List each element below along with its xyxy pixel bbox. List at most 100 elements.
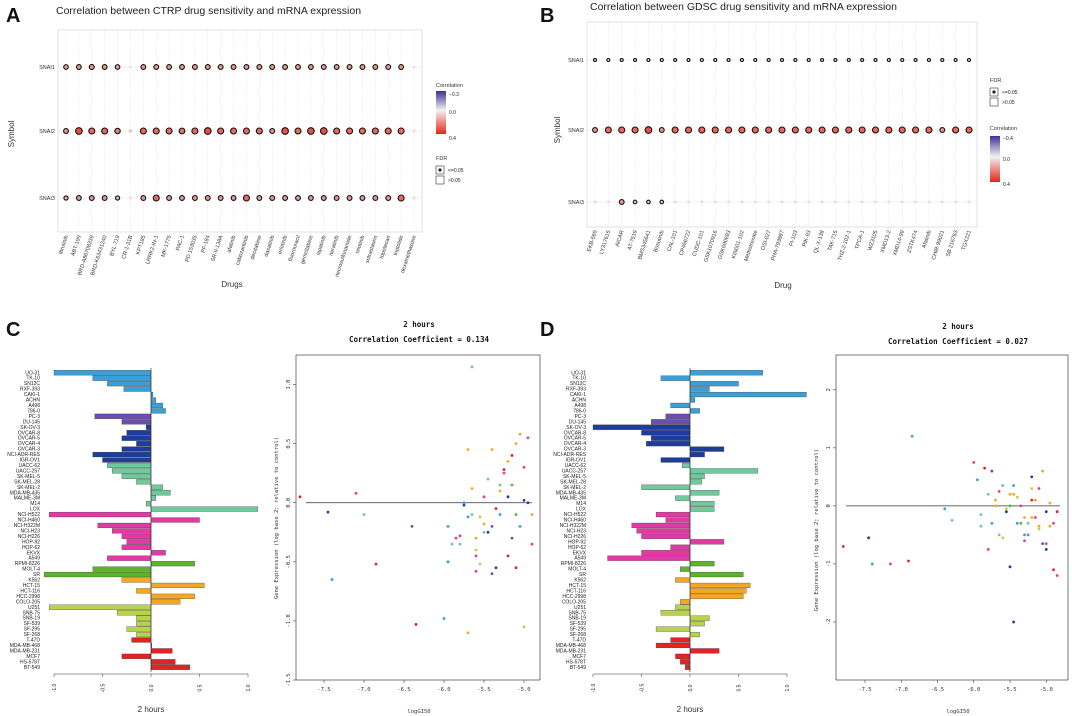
cell-line-label: SF-268	[24, 632, 41, 638]
correlation-dot	[282, 64, 289, 70]
bar	[92, 566, 152, 572]
panel-a-fdr-title: FDR	[436, 156, 447, 162]
bar-x-tick-label: -1.0	[591, 683, 597, 692]
cell-line-label: MCF7	[572, 654, 586, 660]
bar	[660, 610, 691, 616]
correlation-dot	[686, 57, 691, 63]
bar-x-tick-label: -0.5	[640, 683, 646, 692]
cell-line-label: MOLT-4	[568, 567, 586, 573]
cell-line-label: UACC-257	[562, 468, 586, 474]
cell-line-label: HS-578T	[566, 659, 586, 665]
correlation-dot	[384, 127, 392, 135]
bar	[685, 664, 691, 670]
drug-tick-label: sotrastaurin	[365, 235, 380, 264]
scatter-point	[1023, 539, 1026, 543]
cell-line-label: HCT-15	[23, 583, 40, 589]
cell-line-label: HS-578T	[20, 659, 40, 665]
scatter-point	[1055, 574, 1059, 577]
correlation-dot	[101, 127, 109, 135]
bar	[689, 593, 744, 599]
panel-a-corr-tick-top: −0.3	[449, 92, 459, 98]
scatter-point	[1001, 484, 1005, 487]
correlation-dot	[269, 64, 276, 70]
bar	[121, 419, 152, 425]
cell-line-label: UO-31	[25, 370, 40, 376]
correlation-dot	[671, 126, 679, 134]
y-tick-label: 2	[826, 388, 832, 391]
bar	[44, 571, 152, 578]
scatter-point	[506, 459, 510, 463]
drug-tick-label: SR-II-138A	[210, 234, 224, 262]
correlation-dot	[412, 65, 416, 69]
scatter-point	[979, 513, 983, 516]
bar	[102, 457, 152, 463]
panel-b-corr-tick-top: −0.4	[1003, 136, 1013, 142]
bar	[641, 550, 691, 556]
bar	[682, 462, 691, 469]
y-tick-label: 1.0	[286, 380, 292, 390]
bar	[689, 615, 710, 621]
scatter-point	[502, 471, 506, 475]
scatter-point	[1033, 498, 1037, 502]
correlation-dot	[256, 64, 263, 70]
correlation-dot	[845, 126, 853, 134]
correlation-dot	[63, 128, 69, 134]
correlation-dot	[966, 57, 972, 63]
scatter-point	[522, 625, 526, 629]
symbol-tick-label: SNAI1	[39, 65, 55, 71]
y-tick-label: 0.5	[286, 439, 292, 449]
scatter-point	[518, 524, 522, 528]
drug-tick-label: PIK-93	[802, 230, 813, 248]
correlation-dot	[191, 64, 198, 70]
scatter-point	[1048, 501, 1052, 505]
drug-tick-label: Afatinib	[921, 230, 932, 249]
scatter-point	[1033, 516, 1037, 519]
bar	[53, 370, 152, 376]
cell-line-label: SNB-75	[568, 610, 586, 616]
scatter-point	[1044, 510, 1048, 514]
bar	[49, 604, 152, 610]
correlation-dot	[847, 200, 851, 204]
scatter-point	[1015, 521, 1019, 525]
panel-b-symbol-labels: SNAI1 SNAI2 SNAI3	[568, 58, 584, 206]
drug-tick-label: erlotinib	[277, 235, 289, 255]
cell-line-label: HCT-15	[569, 583, 586, 589]
scatter-point	[478, 515, 482, 519]
panel-a-corr-tick-mid: 0.0	[449, 110, 456, 116]
cell-line-label: A498	[574, 403, 586, 409]
correlation-dot	[282, 195, 289, 201]
bar	[689, 473, 705, 479]
x-tick-label: -5.5	[1003, 687, 1016, 693]
panel-b-dots	[592, 57, 973, 205]
cell-line-label: UO-31	[571, 370, 586, 376]
bar-x-tick-label: 0.0	[688, 684, 694, 691]
correlation-dot	[243, 64, 250, 70]
correlation-dot	[114, 64, 121, 70]
scatter-point	[454, 536, 458, 540]
scatter-point	[514, 566, 518, 570]
correlation-dot	[140, 195, 147, 201]
correlation-dot	[727, 200, 731, 204]
correlation-dot	[333, 64, 340, 70]
drug-tick-label: TAK-715	[827, 230, 839, 252]
correlation-dot	[726, 57, 731, 63]
cell-line-label: IGR-OV1	[19, 458, 40, 464]
x-tick-label: -6.0	[437, 687, 450, 693]
scatter-point	[354, 491, 358, 495]
cell-line-label: TK-10	[26, 376, 40, 382]
cell-line-label: 786-0	[573, 408, 586, 414]
panel-a-legend: Correlation −0.3 0.0 0.4 FDR <=0.05 >0.0…	[435, 83, 464, 185]
bar	[107, 381, 152, 387]
cell-line-label: OVCAR-3	[564, 447, 586, 453]
correlation-dot	[412, 129, 416, 133]
bar	[670, 637, 691, 643]
scatter-point	[1015, 495, 1019, 499]
scatter-point	[994, 504, 997, 508]
scatter-point	[446, 560, 450, 564]
scatter-point	[983, 466, 987, 470]
correlation-dot	[242, 194, 250, 202]
cell-line-label: LOX	[30, 507, 41, 513]
scatter-point	[1004, 510, 1008, 514]
cell-line-label: SF-268	[570, 632, 587, 638]
scatter-point	[1030, 475, 1034, 479]
